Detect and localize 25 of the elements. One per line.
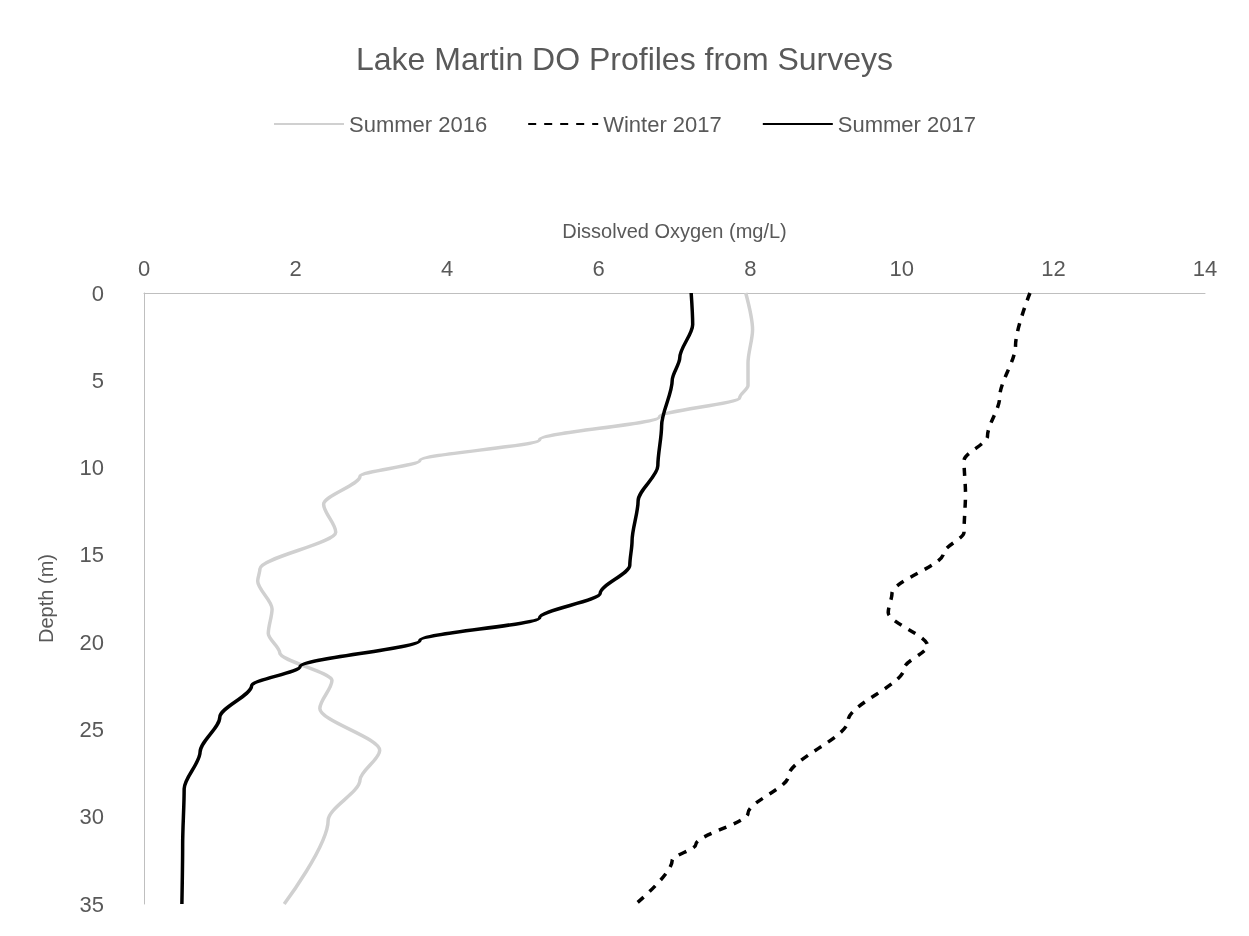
legend-label: Summer 2016 bbox=[349, 111, 488, 137]
legend-label: Summer 2017 bbox=[837, 111, 976, 137]
x-tick-label: 4 bbox=[441, 255, 454, 281]
y-axis-title: Depth (m) bbox=[35, 554, 57, 643]
x-axis-title: Dissolved Oxygen (mg/L) bbox=[562, 220, 787, 242]
y-tick-label: 25 bbox=[79, 716, 104, 742]
line-series bbox=[255, 291, 755, 906]
y-tick-label: 20 bbox=[79, 629, 104, 655]
x-tick-label: 14 bbox=[1192, 255, 1218, 281]
line-series bbox=[180, 291, 695, 906]
x-tick-label: 8 bbox=[744, 255, 757, 281]
y-tick-label: 35 bbox=[79, 891, 104, 917]
y-tick-label: 30 bbox=[79, 804, 104, 830]
x-tick-label: 12 bbox=[1041, 255, 1066, 281]
x-tick-label: 6 bbox=[592, 255, 605, 281]
y-tick-label: 15 bbox=[79, 542, 104, 568]
y-tick-label: 5 bbox=[91, 367, 104, 393]
x-tick-label: 0 bbox=[137, 255, 151, 281]
x-tick-label: 2 bbox=[289, 255, 302, 281]
y-tick-label: 0 bbox=[91, 280, 104, 306]
line-series bbox=[634, 291, 1032, 906]
x-tick-label: 10 bbox=[889, 255, 915, 281]
chart-title: Lake Martin DO Profiles from Surveys bbox=[355, 41, 894, 77]
legend-label: Winter 2017 bbox=[603, 111, 722, 137]
y-tick-label: 10 bbox=[79, 455, 104, 481]
